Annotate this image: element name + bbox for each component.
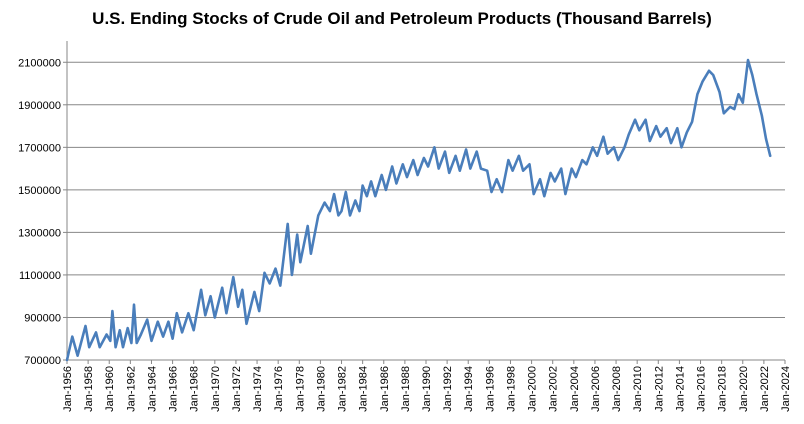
x-tick-label: Jan-1960 (104, 366, 116, 412)
x-tick-label: Jan-2024 (780, 366, 792, 412)
axes (63, 41, 786, 364)
x-tick-label: Jan-1988 (400, 366, 412, 412)
x-tick-label: Jan-1974 (252, 366, 264, 412)
x-tick-label: Jan-1970 (210, 366, 222, 412)
x-tick-label: Jan-1962 (125, 366, 137, 412)
y-tick-label: 2100000 (18, 57, 61, 69)
y-tick-label: 1300000 (18, 227, 61, 239)
x-tick-label: Jan-1998 (505, 366, 517, 412)
y-tick-label: 1100000 (19, 270, 61, 282)
x-tick-label: Jan-1968 (189, 366, 201, 412)
x-tick-label: Jan-1984 (358, 366, 370, 412)
x-tick-label: Jan-2010 (632, 366, 644, 412)
x-tick-label: Jan-2022 (759, 366, 771, 412)
x-tick-label: Jan-1972 (231, 366, 243, 412)
x-tick-label: Jan-1980 (315, 366, 327, 412)
x-tick-label: Jan-2020 (738, 366, 750, 412)
x-tick-label: Jan-2000 (527, 366, 539, 412)
x-tick-label: Jan-1996 (484, 366, 496, 412)
x-tick-label: Jan-1958 (83, 366, 95, 412)
x-tick-label: Jan-2004 (569, 366, 581, 412)
y-tick-label: 1500000 (18, 185, 61, 197)
x-tick-label: Jan-1966 (168, 366, 180, 412)
series-layer (65, 58, 772, 362)
x-tick-label: Jan-1986 (379, 366, 391, 412)
x-tick-label: Jan-2012 (653, 366, 665, 412)
x-tick-label: Jan-2018 (717, 366, 729, 412)
x-tick-label: Jan-1976 (273, 366, 285, 412)
x-tick-label: Jan-1964 (146, 366, 158, 412)
x-tick-label: Jan-1956 (62, 366, 74, 412)
x-tick-label: Jan-1994 (463, 366, 475, 412)
y-tick-label: 700000 (24, 355, 61, 367)
y-tick-label: 1700000 (18, 142, 61, 154)
x-tick-label: Jan-2008 (611, 366, 623, 412)
gridlines (67, 61, 785, 318)
x-tick-label: Jan-2014 (674, 366, 686, 412)
y-tick-labels: 700000 900000 1100000 1300000 1500000 1700000… (18, 57, 61, 367)
x-tick-label: Jan-2006 (590, 366, 602, 412)
x-tick-labels: Jan-1956 Jan-1958 Jan-1960 Jan-1962 Jan-1964… (62, 366, 792, 412)
x-tick-label: Jan-1990 (421, 366, 433, 412)
x-tick-label: Jan-1982 (337, 366, 349, 412)
x-tick-label: Jan-1992 (442, 366, 454, 412)
x-tick-label: Jan-1978 (294, 366, 306, 412)
x-tick-label: Jan-2016 (696, 366, 708, 412)
y-tick-label: 900000 (24, 312, 61, 324)
series-line-0 (65, 58, 772, 362)
chart-title: U.S. Ending Stocks of Crude Oil and Petr… (92, 9, 712, 28)
x-tick-label: Jan-2002 (548, 366, 560, 412)
y-tick-label: 1900000 (18, 100, 61, 112)
